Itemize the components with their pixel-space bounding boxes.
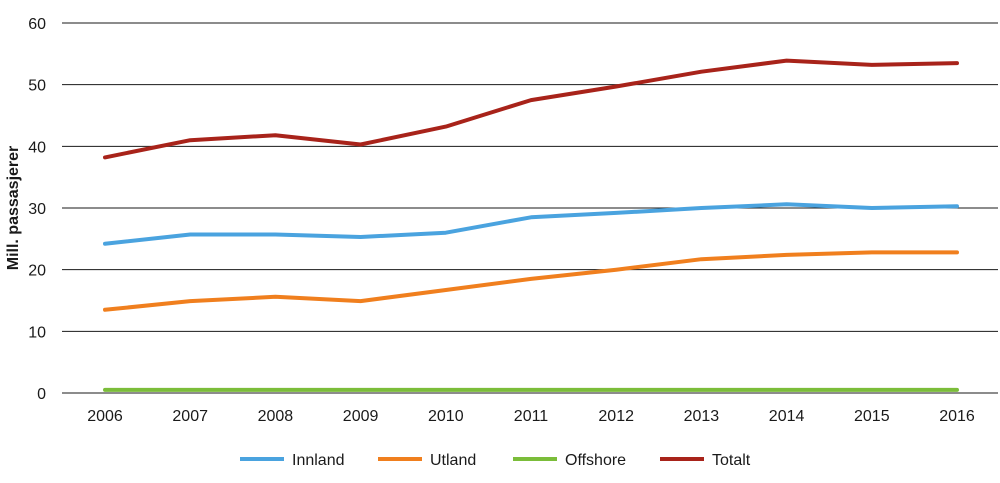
- x-tick-label-2009: 2009: [343, 408, 379, 425]
- y-tick-label-10: 10: [28, 324, 46, 341]
- y-tick-label-40: 40: [28, 139, 46, 156]
- x-tick-label-2007: 2007: [172, 408, 208, 425]
- legend-label-offshore: Offshore: [565, 452, 626, 469]
- legend-label-totalt: Totalt: [712, 452, 751, 469]
- series-line-totalt: [103, 58, 959, 160]
- x-tick-label-2011: 2011: [514, 408, 549, 425]
- y-axis-ticks: 0 10 20 30 40 50 60: [28, 16, 46, 403]
- gridlines: [62, 22, 998, 394]
- x-tick-label-2012: 2012: [598, 408, 634, 425]
- x-tick-label-2014: 2014: [769, 408, 805, 425]
- y-tick-label-20: 20: [28, 263, 46, 280]
- x-tick-label-2010: 2010: [428, 408, 464, 425]
- legend-label-innland: Innland: [292, 452, 345, 469]
- y-tick-label-60: 60: [28, 16, 46, 33]
- x-tick-label-2006: 2006: [87, 408, 123, 425]
- x-tick-label-2008: 2008: [258, 408, 294, 425]
- y-tick-label-50: 50: [28, 78, 46, 95]
- series-line-innland: [103, 202, 959, 246]
- series-lines: [103, 58, 959, 392]
- x-tick-label-2015: 2015: [854, 408, 890, 425]
- series-line-utland: [103, 250, 959, 312]
- y-axis-title: Mill. passasjerer: [5, 146, 22, 271]
- legend-label-utland: Utland: [430, 452, 476, 469]
- x-tick-label-2013: 2013: [684, 408, 720, 425]
- y-tick-label-30: 30: [28, 201, 46, 218]
- x-axis-ticks: 2006 2007 2008 2009 2010 2011 2012 2013 2014 2015…: [87, 408, 975, 425]
- x-tick-label-2016: 2016: [939, 408, 975, 425]
- legend: Innland Utland Offshore Totalt: [240, 452, 751, 469]
- y-tick-label-0: 0: [37, 386, 46, 403]
